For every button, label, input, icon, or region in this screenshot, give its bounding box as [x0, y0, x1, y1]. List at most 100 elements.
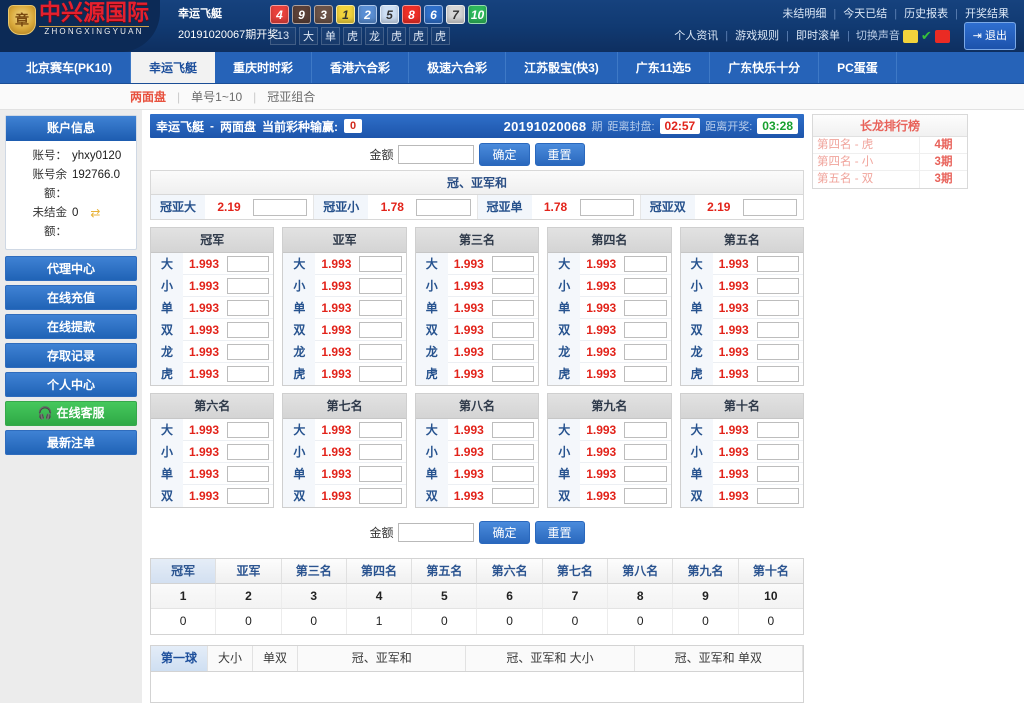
- bet-input[interactable]: [227, 277, 270, 294]
- bet-input[interactable]: [227, 321, 270, 338]
- gya-input-1[interactable]: [253, 198, 308, 216]
- subnav-item-3[interactable]: 冠亚组合: [267, 90, 316, 104]
- bet-input[interactable]: [227, 299, 270, 316]
- game-tab-3[interactable]: 重庆时时彩: [215, 52, 313, 83]
- bet-input[interactable]: [624, 321, 667, 338]
- bet-name-双[interactable]: 双: [283, 485, 316, 507]
- gya-input-4[interactable]: [742, 198, 797, 216]
- bottom-tab-1[interactable]: 第一球: [151, 646, 209, 671]
- bet-input[interactable]: [491, 255, 535, 272]
- bet-input[interactable]: [491, 366, 535, 382]
- amount-input-top[interactable]: [398, 144, 475, 164]
- gya-name-1[interactable]: 冠亚大: [151, 195, 205, 219]
- bet-input[interactable]: [756, 321, 800, 338]
- bet-input[interactable]: [491, 465, 535, 482]
- bet-name-双[interactable]: 双: [548, 318, 581, 341]
- subnav-item-2[interactable]: 单号1~10: [191, 90, 243, 104]
- game-tab-6[interactable]: 江苏骰宝(快3): [506, 52, 618, 83]
- amount-input-bottom[interactable]: [398, 522, 475, 542]
- sidebar-item-3[interactable]: 在线提款: [5, 314, 137, 339]
- bet-input[interactable]: [756, 488, 800, 504]
- bet-input[interactable]: [491, 443, 535, 460]
- bet-input[interactable]: [227, 488, 270, 504]
- bet-name-双[interactable]: 双: [415, 318, 448, 341]
- bet-input[interactable]: [756, 465, 800, 482]
- sidebar-item-4[interactable]: 存取记录: [5, 343, 137, 368]
- bet-name-小[interactable]: 小: [283, 274, 316, 297]
- gya-name-2[interactable]: 冠亚小: [314, 195, 369, 219]
- link-live-bets[interactable]: 即时滚单: [796, 30, 841, 42]
- bet-name-单[interactable]: 单: [548, 462, 581, 485]
- link-today-settled[interactable]: 今天已结: [843, 8, 888, 20]
- bet-name-单[interactable]: 单: [415, 296, 448, 319]
- confirm-button-top[interactable]: 确定: [479, 142, 530, 166]
- bet-name-大[interactable]: 大: [151, 418, 183, 441]
- results-header-cell-10[interactable]: 第十名: [738, 559, 803, 584]
- bet-input[interactable]: [624, 366, 667, 382]
- bet-name-单[interactable]: 单: [151, 462, 183, 485]
- link-game-rules[interactable]: 游戏规则: [735, 30, 780, 42]
- bet-name-龙[interactable]: 龙: [548, 340, 581, 363]
- bet-input[interactable]: [227, 421, 270, 438]
- bet-input[interactable]: [491, 277, 535, 294]
- results-header-cell-3[interactable]: 第三名: [281, 559, 347, 584]
- game-tab-5[interactable]: 极速六合彩: [409, 52, 507, 83]
- bet-name-单[interactable]: 单: [415, 462, 448, 485]
- bet-input[interactable]: [624, 421, 667, 438]
- results-header-cell-6[interactable]: 第六名: [477, 559, 543, 584]
- bottom-tab-6[interactable]: 冠、亚军和 单双: [635, 646, 803, 671]
- bet-input[interactable]: [624, 299, 667, 316]
- sidebar-item-6[interactable]: 🎧 在线客服: [5, 401, 137, 426]
- bet-name-小[interactable]: 小: [151, 274, 183, 297]
- sidebar-item-1[interactable]: 代理中心: [5, 256, 137, 281]
- game-tab-4[interactable]: 香港六合彩: [312, 52, 410, 83]
- bet-input[interactable]: [359, 277, 402, 294]
- bet-input[interactable]: [359, 488, 402, 504]
- bottom-tab-4[interactable]: 冠、亚军和: [298, 646, 467, 671]
- bet-name-虎[interactable]: 虎: [283, 363, 316, 385]
- results-header-cell-8[interactable]: 第八名: [608, 559, 674, 584]
- results-header-cell-9[interactable]: 第九名: [673, 559, 739, 584]
- bet-input[interactable]: [756, 421, 800, 438]
- bet-name-小[interactable]: 小: [415, 440, 448, 463]
- bottom-tab-3[interactable]: 单双: [253, 646, 299, 671]
- results-header-cell-2[interactable]: 亚军: [216, 559, 282, 584]
- link-personal-info[interactable]: 个人资讯: [674, 30, 719, 42]
- game-tab-2[interactable]: 幸运飞艇: [131, 52, 216, 83]
- bet-name-双[interactable]: 双: [415, 485, 448, 507]
- results-header-cell-4[interactable]: 第四名: [346, 559, 413, 584]
- bet-name-虎[interactable]: 虎: [548, 363, 581, 385]
- bet-name-双[interactable]: 双: [680, 485, 713, 507]
- bet-input[interactable]: [624, 277, 667, 294]
- bet-name-大[interactable]: 大: [151, 252, 183, 275]
- bet-input[interactable]: [756, 277, 800, 294]
- bet-name-单[interactable]: 单: [283, 462, 316, 485]
- game-tab-7[interactable]: 广东11选5: [618, 52, 711, 83]
- sidebar-item-2[interactable]: 在线充值: [5, 285, 137, 310]
- bet-name-虎[interactable]: 虎: [415, 363, 448, 385]
- bet-name-双[interactable]: 双: [283, 318, 316, 341]
- bet-input[interactable]: [227, 465, 270, 482]
- bet-name-单[interactable]: 单: [548, 296, 581, 319]
- bet-input[interactable]: [756, 366, 800, 382]
- link-history-report[interactable]: 历史报表: [904, 8, 949, 20]
- sound-off-icon[interactable]: [934, 29, 950, 43]
- refresh-icon[interactable]: ⇄: [90, 206, 101, 220]
- bet-name-单[interactable]: 单: [680, 462, 713, 485]
- bet-input[interactable]: [756, 299, 800, 316]
- bet-name-大[interactable]: 大: [680, 418, 713, 441]
- bet-input[interactable]: [359, 299, 402, 316]
- bet-input[interactable]: [491, 321, 535, 338]
- bet-input[interactable]: [756, 443, 800, 460]
- bet-name-大[interactable]: 大: [548, 252, 581, 275]
- bet-input[interactable]: [359, 255, 402, 272]
- link-unsettled-detail[interactable]: 未结明细: [782, 8, 827, 20]
- results-header-cell-1[interactable]: 冠军: [151, 559, 217, 584]
- sidebar-item-5[interactable]: 个人中心: [5, 372, 137, 397]
- bet-input[interactable]: [359, 343, 402, 360]
- reset-button-top[interactable]: 重置: [534, 142, 585, 166]
- link-draw-results[interactable]: 开奖结果: [965, 8, 1009, 20]
- bet-name-小[interactable]: 小: [548, 440, 581, 463]
- site-logo[interactable]: 章 中兴源国际 ZHONGXINGYUAN: [8, 3, 150, 36]
- bet-input[interactable]: [756, 343, 800, 360]
